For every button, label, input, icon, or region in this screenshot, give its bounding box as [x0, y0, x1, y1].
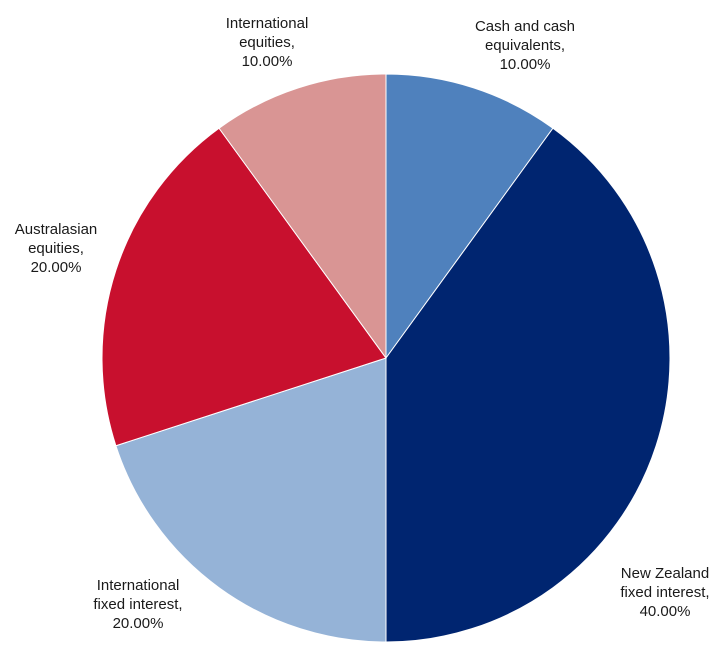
pie-data-labels: Cash and cash equivalents, 10.00% New Zeala… — [15, 15, 710, 632]
data-label-line: 10.00% — [500, 56, 551, 73]
data-label-nz-fixed-interest: New Zealand fixed interest, 40.00% — [620, 565, 709, 620]
data-label-line: fixed interest, — [620, 584, 709, 601]
pie-slice-cash — [385, 73, 554, 360]
data-label-line: 20.00% — [113, 615, 164, 632]
pie-slices — [101, 73, 671, 643]
data-label-line: equities, — [239, 34, 295, 51]
pie-slice-intl-equities — [218, 73, 387, 360]
data-label-cash: Cash and cash equivalents, 10.00% — [475, 18, 575, 73]
pie-slice-intl-fixed-interest — [115, 357, 387, 643]
data-label-line: Australasian — [15, 221, 98, 238]
data-label-line: New Zealand — [621, 565, 709, 582]
data-label-intl-equities: International equities, 10.00% — [226, 15, 309, 70]
data-label-intl-fixed-interest: International fixed interest, 20.00% — [93, 577, 182, 632]
data-label-line: 10.00% — [242, 53, 293, 70]
data-label-line: International — [226, 15, 309, 32]
data-label-line: Cash and cash — [475, 18, 575, 35]
pie-slice-australasian-equities — [101, 127, 387, 447]
data-label-line: 20.00% — [31, 259, 82, 276]
pie-slice-nz-fixed-interest — [385, 127, 671, 643]
data-label-australasian-equities: Australasian equities, 20.00% — [15, 221, 98, 276]
data-label-line: fixed interest, — [93, 596, 182, 613]
data-label-line: 40.00% — [640, 603, 691, 620]
data-label-line: International — [97, 577, 180, 594]
data-label-line: equities, — [28, 240, 84, 257]
data-label-line: equivalents, — [485, 37, 565, 54]
